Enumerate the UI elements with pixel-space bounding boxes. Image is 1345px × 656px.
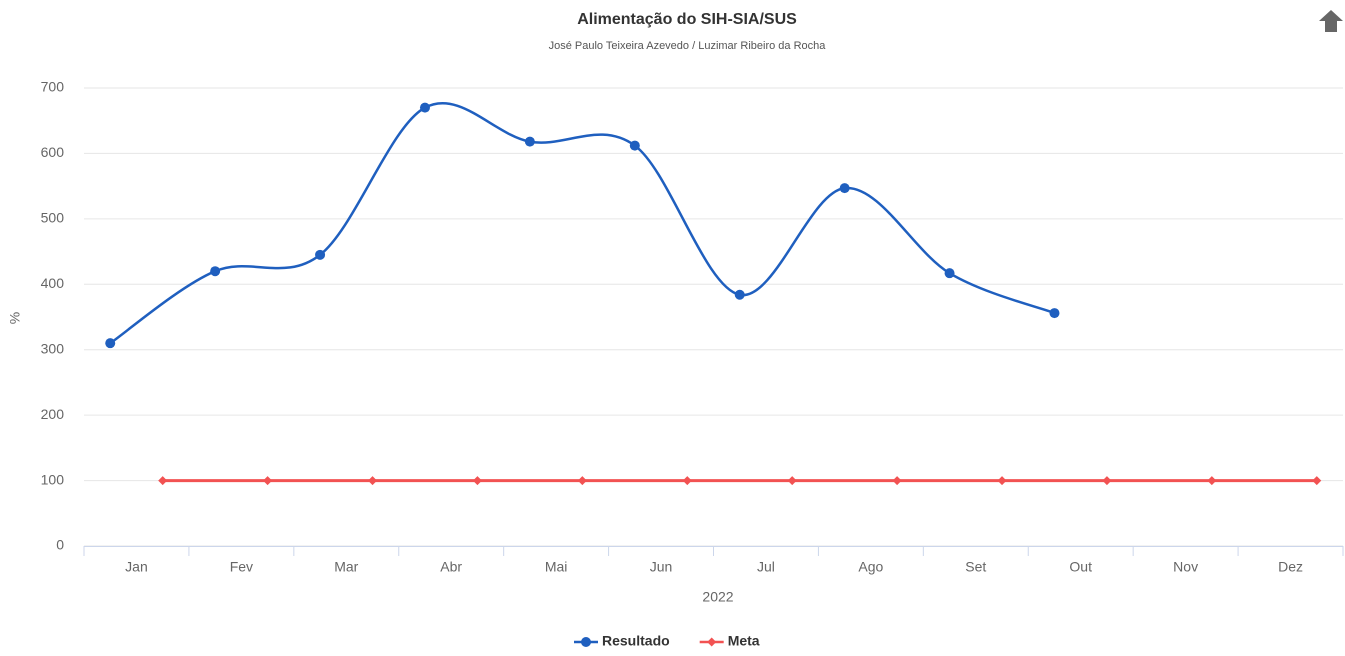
x-tick-label: Fev (230, 559, 253, 575)
x-tick-label: Jun (650, 559, 673, 575)
x-tick-label: Set (965, 559, 986, 575)
y-tick-label: 0 (56, 537, 64, 553)
series-line (109, 101, 1055, 345)
data-point (368, 476, 378, 486)
data-point (419, 102, 430, 113)
y-tick-label: 600 (41, 144, 65, 160)
data-point (105, 338, 116, 349)
y-tick-label: 500 (41, 210, 65, 226)
legend-symbol (707, 637, 717, 647)
data-point (1207, 476, 1217, 486)
y-axis-title: % (7, 312, 23, 324)
x-tick-label: Mai (545, 559, 568, 575)
data-point (1049, 308, 1060, 319)
x-axis-title: 2022 (702, 589, 733, 605)
y-tick-label: 300 (41, 340, 65, 356)
x-tick-label: Out (1069, 559, 1092, 575)
export-button[interactable] (1319, 10, 1343, 32)
legend-label: Resultado (602, 633, 670, 649)
y-tick-label: 100 (41, 471, 65, 487)
data-point (158, 476, 168, 486)
data-point (787, 476, 797, 486)
legend-item[interactable]: Resultado (574, 633, 670, 649)
data-point (629, 140, 640, 151)
y-tick-label: 200 (41, 406, 65, 422)
data-point (892, 476, 902, 486)
data-point (734, 289, 745, 300)
data-point (263, 476, 273, 486)
x-tick-label: Dez (1278, 559, 1303, 575)
data-point (577, 476, 587, 486)
data-point (472, 476, 482, 486)
legend-symbol (581, 637, 591, 647)
legend: Resultado Meta (574, 633, 760, 649)
data-point (997, 476, 1007, 486)
data-point (210, 266, 221, 277)
chart-title: Alimentação do SIH-SIA/SUS (577, 11, 797, 28)
y-tick-label: 400 (41, 275, 65, 291)
x-tick-label: Ago (858, 559, 883, 575)
x-tick-label: Jul (757, 559, 775, 575)
data-point (682, 476, 692, 486)
x-tick-label: Abr (440, 559, 462, 575)
data-point (1312, 476, 1322, 486)
x-tick-label: Jan (125, 559, 148, 575)
chart-subtitle: José Paulo Teixeira Azevedo / Luzimar Ri… (549, 40, 827, 52)
x-tick-label: Mar (334, 559, 358, 575)
y-tick-label: 700 (41, 79, 65, 95)
legend-label: Meta (728, 633, 760, 649)
data-point (944, 268, 955, 279)
legend-item[interactable]: Meta (699, 633, 760, 649)
data-point (839, 183, 850, 194)
data-point (315, 249, 326, 260)
data-point (1102, 476, 1112, 486)
x-tick-label: Nov (1173, 559, 1198, 575)
data-point (524, 136, 535, 147)
export-icon[interactable] (1319, 10, 1343, 32)
